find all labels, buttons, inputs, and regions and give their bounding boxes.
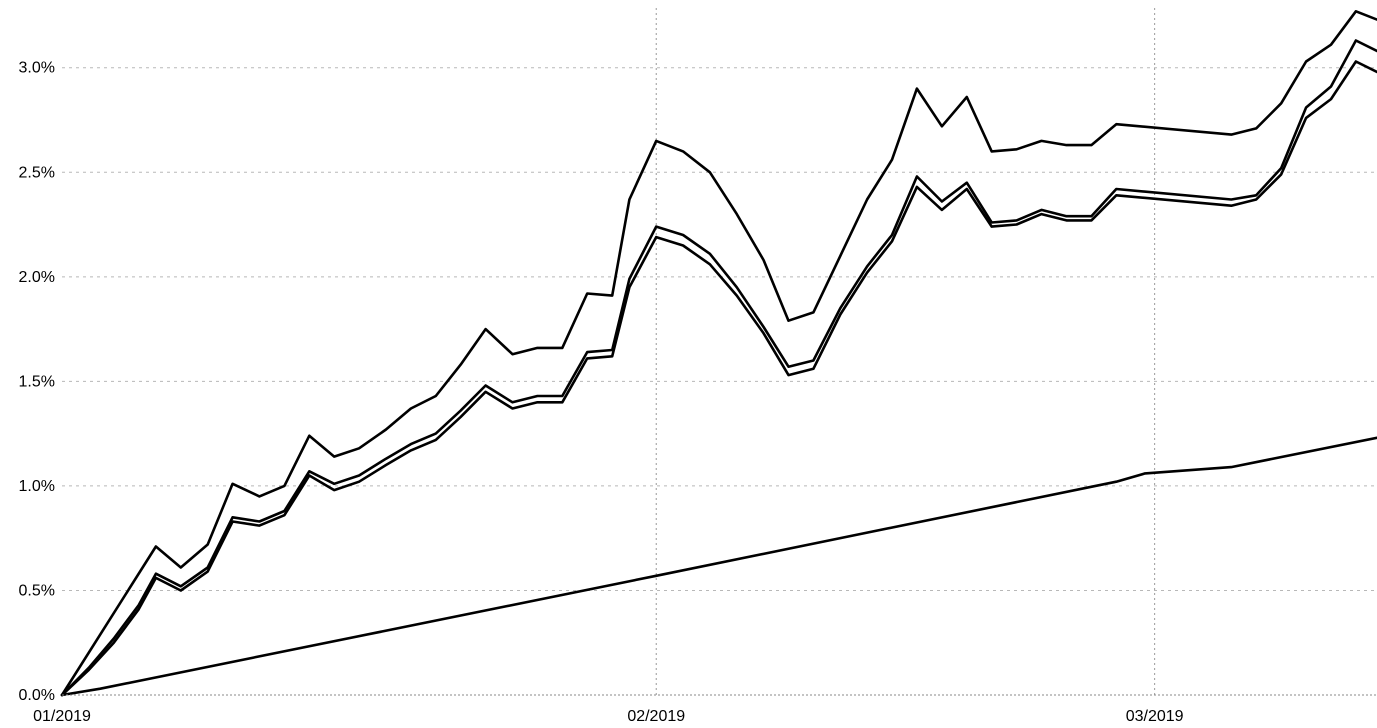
y-tick-label: 2.5%	[19, 164, 55, 181]
y-tick-label: 2.0%	[19, 269, 55, 286]
x-tick-label: 01/2019	[33, 708, 91, 723]
series-line-3	[60, 39, 1377, 697]
x-tick-label: 02/2019	[627, 708, 685, 723]
grid	[62, 8, 1377, 695]
series-layer	[60, 10, 1377, 697]
series-line-1	[60, 10, 1377, 697]
y-tick-label: 1.0%	[19, 478, 55, 495]
y-tick-label: 3.0%	[19, 60, 55, 77]
series-line-4	[60, 436, 1377, 697]
series-line-2	[60, 60, 1377, 697]
y-tick-label: 0.5%	[19, 582, 55, 599]
y-tick-label: 0.0%	[19, 687, 55, 704]
axes: 0.0% 0.5% 1.0% 1.5% 2.0% 2.5% 3.0% 01/2019 02/20…	[19, 60, 1377, 725]
y-tick-label: 1.5%	[19, 373, 55, 390]
x-tick-label: 03/2019	[1126, 708, 1184, 723]
